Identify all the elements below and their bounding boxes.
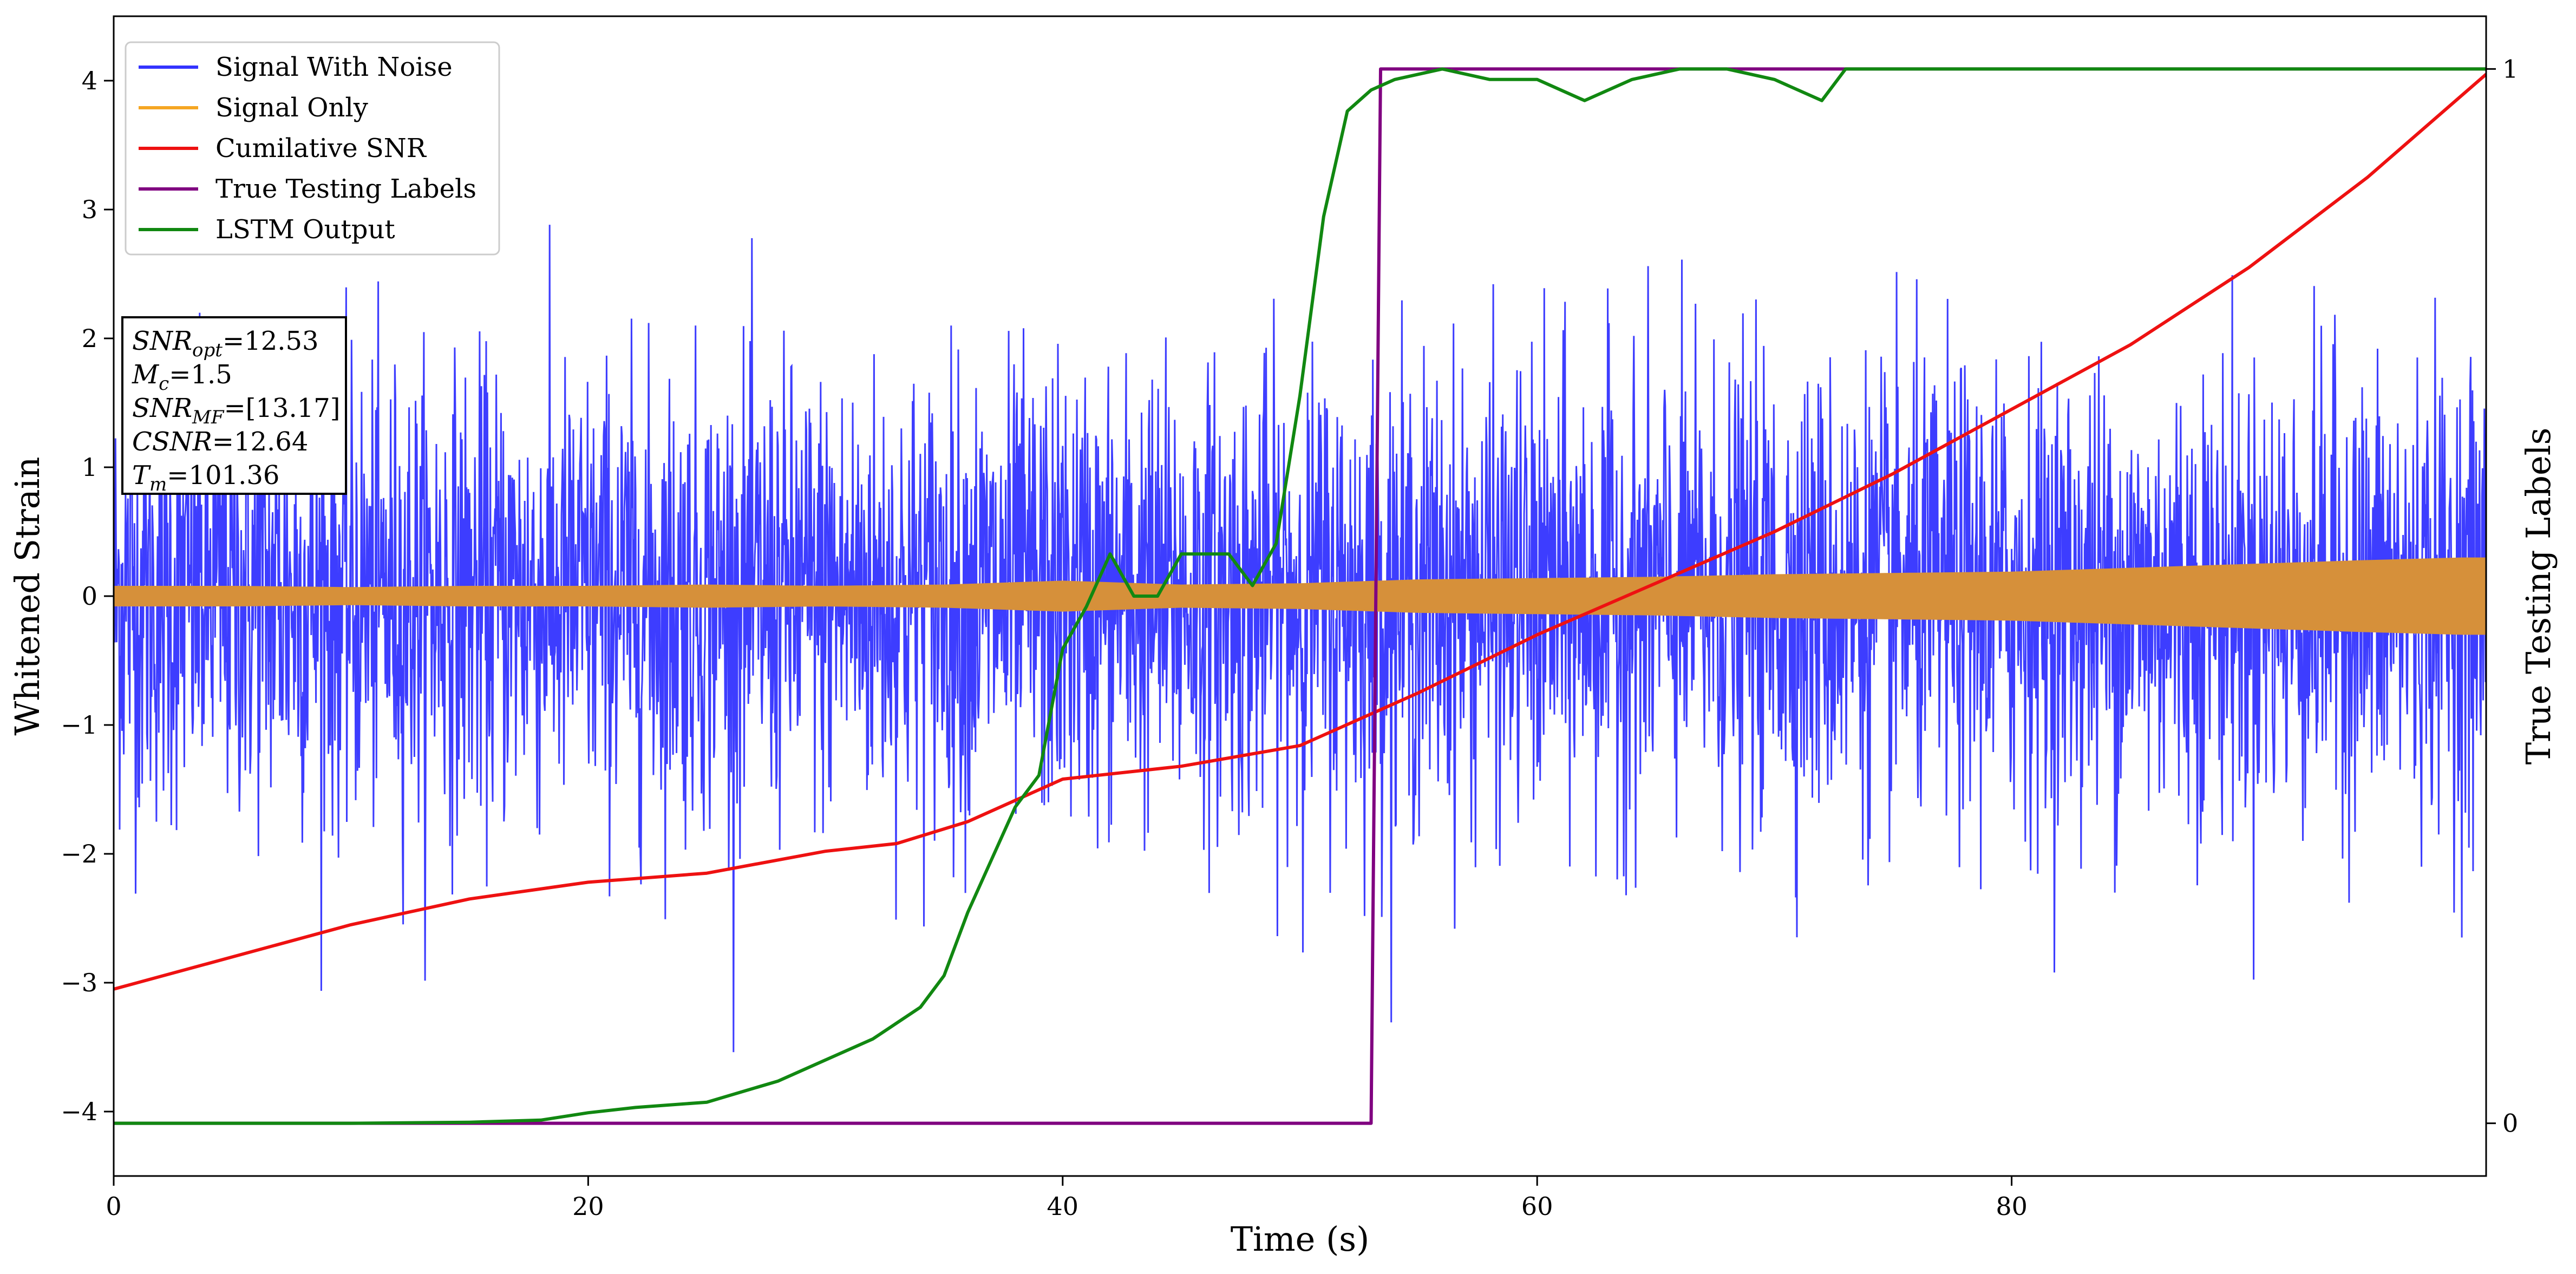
parameter-name: SNR [132, 326, 192, 356]
parameter-name: SNR [132, 393, 192, 423]
parameter-line: SNRopt=12.53 [132, 326, 319, 361]
legend-label-signal-only: Signal Only [215, 93, 368, 123]
legend-box [125, 41, 500, 256]
lstm-output-line [114, 67, 2486, 1125]
right-axis-label: True Testing Labels [2519, 428, 2558, 765]
right-axis-ticks: 01 [2486, 54, 2518, 1138]
y-tick-label: 1 [82, 453, 97, 482]
parameter-line: Mc=1.5 [132, 360, 232, 395]
parameter-subscript: MF [192, 407, 225, 428]
x-tick-label: 60 [1521, 1192, 1553, 1221]
signal-only-series [114, 557, 2486, 635]
y-tick-label: 2 [82, 324, 97, 353]
line-series-layer [114, 67, 2486, 1125]
parameter-subscript: opt [192, 339, 223, 361]
parameter-name: T [132, 460, 151, 491]
y-tick-label: −4 [61, 1097, 97, 1126]
parameter-name: M [132, 360, 160, 390]
y-tick-label: −1 [61, 710, 97, 740]
parameter-subscript: m [149, 474, 167, 495]
parameter-value: =12.53 [223, 326, 319, 356]
right-tick-label: 1 [2502, 54, 2518, 83]
parameter-name: CSNR [132, 427, 212, 457]
parameter-line: Tm=101.36 [132, 460, 279, 495]
parameter-value: =101.36 [167, 460, 279, 491]
parameter-subscript: c [159, 373, 169, 395]
y-axis-ticks: −4 −3 −2 −1 0 1 2 3 4 [61, 66, 114, 1126]
parameter-box-frame [121, 316, 347, 495]
legend-label-true-testing-labels: True Testing Labels [215, 174, 476, 204]
x-tick-label: 20 [572, 1192, 604, 1221]
parameter-line: SNRMF=[13.17] [132, 393, 341, 428]
x-axis-label: Time (s) [1231, 1219, 1370, 1259]
y-tick-label: 4 [82, 66, 97, 95]
parameter-value: =1.5 [169, 360, 232, 390]
signal-only-envelope [114, 557, 2486, 635]
y-tick-label: −3 [61, 968, 97, 997]
legend: Signal With Noise Signal Only Cumilative S… [125, 41, 500, 256]
x-tick-label: 40 [1047, 1192, 1079, 1221]
plot-area [114, 67, 2486, 1125]
parameter-value: =[13.17] [224, 393, 340, 423]
y-axis-label: Whitened Strain [8, 457, 47, 736]
parameter-box: SNRopt=12.53Mc=1.5SNRMF=[13.17]CSNR=12.6… [121, 316, 347, 495]
legend-label-lstm-output: LSTM Output [215, 214, 395, 245]
parameter-value: =12.64 [212, 427, 309, 457]
y-tick-label: 3 [82, 195, 97, 224]
y-tick-label: −2 [61, 839, 97, 868]
x-tick-label: 80 [1996, 1192, 2028, 1221]
y-tick-label: 0 [82, 582, 97, 611]
x-axis-ticks: 0 20 40 60 80 [106, 1176, 2028, 1221]
right-tick-label: 0 [2502, 1109, 2518, 1138]
x-tick-label: 0 [106, 1192, 121, 1221]
legend-label-cumilative-snr: Cumilative SNR [215, 133, 427, 164]
parameter-line: CSNR=12.64 [132, 427, 308, 457]
legend-label-signal-with-noise: Signal With Noise [215, 52, 453, 82]
cumilative-snr-line [114, 73, 2486, 991]
